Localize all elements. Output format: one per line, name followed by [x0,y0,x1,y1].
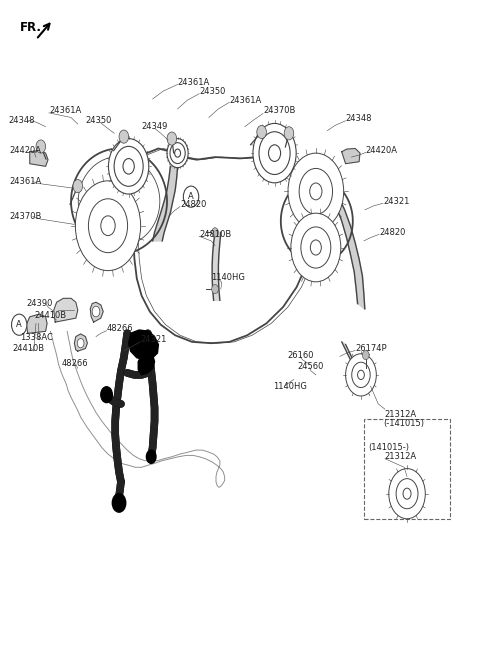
Circle shape [403,488,411,499]
Circle shape [114,147,143,186]
Text: 24370B: 24370B [10,212,42,221]
Polygon shape [30,150,48,166]
Circle shape [167,132,177,145]
Circle shape [123,158,134,174]
Text: 48266: 48266 [107,324,133,333]
Text: 21312A: 21312A [384,452,416,461]
Polygon shape [138,353,155,375]
Text: 24350: 24350 [199,86,226,96]
Circle shape [146,450,156,463]
Circle shape [310,183,322,200]
Circle shape [212,284,218,294]
Circle shape [88,199,128,253]
Polygon shape [74,334,87,351]
Text: 1140HG: 1140HG [273,381,307,391]
Circle shape [257,125,266,139]
Circle shape [291,213,341,282]
Circle shape [170,143,185,164]
Text: 24820: 24820 [180,200,206,209]
Text: 1140HG: 1140HG [211,273,245,282]
Circle shape [167,139,188,168]
Text: 24390: 24390 [26,299,53,308]
Polygon shape [54,298,78,322]
Polygon shape [342,148,360,164]
Circle shape [301,227,331,268]
Circle shape [259,132,290,174]
Circle shape [346,354,376,396]
Text: 24420A: 24420A [366,146,398,155]
Text: A: A [16,320,22,329]
Text: 24370B: 24370B [263,106,295,116]
Polygon shape [212,232,221,300]
Text: 24361A: 24361A [49,106,81,116]
Circle shape [212,228,218,237]
Text: 48266: 48266 [61,358,88,368]
Text: 24350: 24350 [85,115,112,125]
Text: 24420A: 24420A [10,146,42,155]
Circle shape [389,469,425,519]
Text: 24410B: 24410B [35,311,67,320]
Text: 24321: 24321 [140,335,167,345]
Text: FR.: FR. [20,21,42,34]
Text: 24361A: 24361A [10,177,42,186]
Polygon shape [26,314,47,333]
Circle shape [299,168,333,214]
Text: 24410B: 24410B [12,344,44,353]
Text: 24361A: 24361A [229,96,262,105]
Text: 24560: 24560 [298,362,324,371]
Circle shape [268,145,281,162]
Circle shape [311,240,321,255]
Circle shape [73,180,83,193]
Circle shape [362,350,369,360]
Polygon shape [90,302,103,322]
Text: 24820: 24820 [379,228,406,237]
Circle shape [175,149,180,157]
Text: 26160: 26160 [287,350,313,360]
Text: 24361A: 24361A [178,78,210,87]
Circle shape [112,494,126,512]
Polygon shape [129,330,158,360]
Circle shape [358,370,364,380]
Text: 26174P: 26174P [355,344,387,353]
Circle shape [253,123,296,183]
Circle shape [12,314,27,335]
Circle shape [352,362,370,387]
Text: 24348: 24348 [346,114,372,123]
Circle shape [183,186,199,207]
Text: A: A [188,192,194,201]
FancyBboxPatch shape [364,419,450,519]
Polygon shape [330,193,365,309]
Polygon shape [342,342,359,372]
Text: (141015-): (141015-) [369,443,409,452]
Circle shape [36,140,46,153]
Circle shape [101,216,115,236]
Text: 1338AC: 1338AC [20,333,53,343]
Text: 24810B: 24810B [199,230,231,239]
Circle shape [75,181,141,271]
Circle shape [284,127,294,140]
Circle shape [396,478,418,509]
Polygon shape [153,166,178,241]
Text: 21312A: 21312A [384,410,416,419]
Text: (-141015): (-141015) [383,419,424,428]
Circle shape [119,130,129,143]
Circle shape [101,387,112,403]
Text: 24321: 24321 [383,197,409,206]
Circle shape [92,306,100,317]
Circle shape [77,339,84,348]
Text: 24349: 24349 [142,122,168,131]
Circle shape [108,139,149,194]
Text: 24348: 24348 [9,115,35,125]
Circle shape [288,153,344,230]
